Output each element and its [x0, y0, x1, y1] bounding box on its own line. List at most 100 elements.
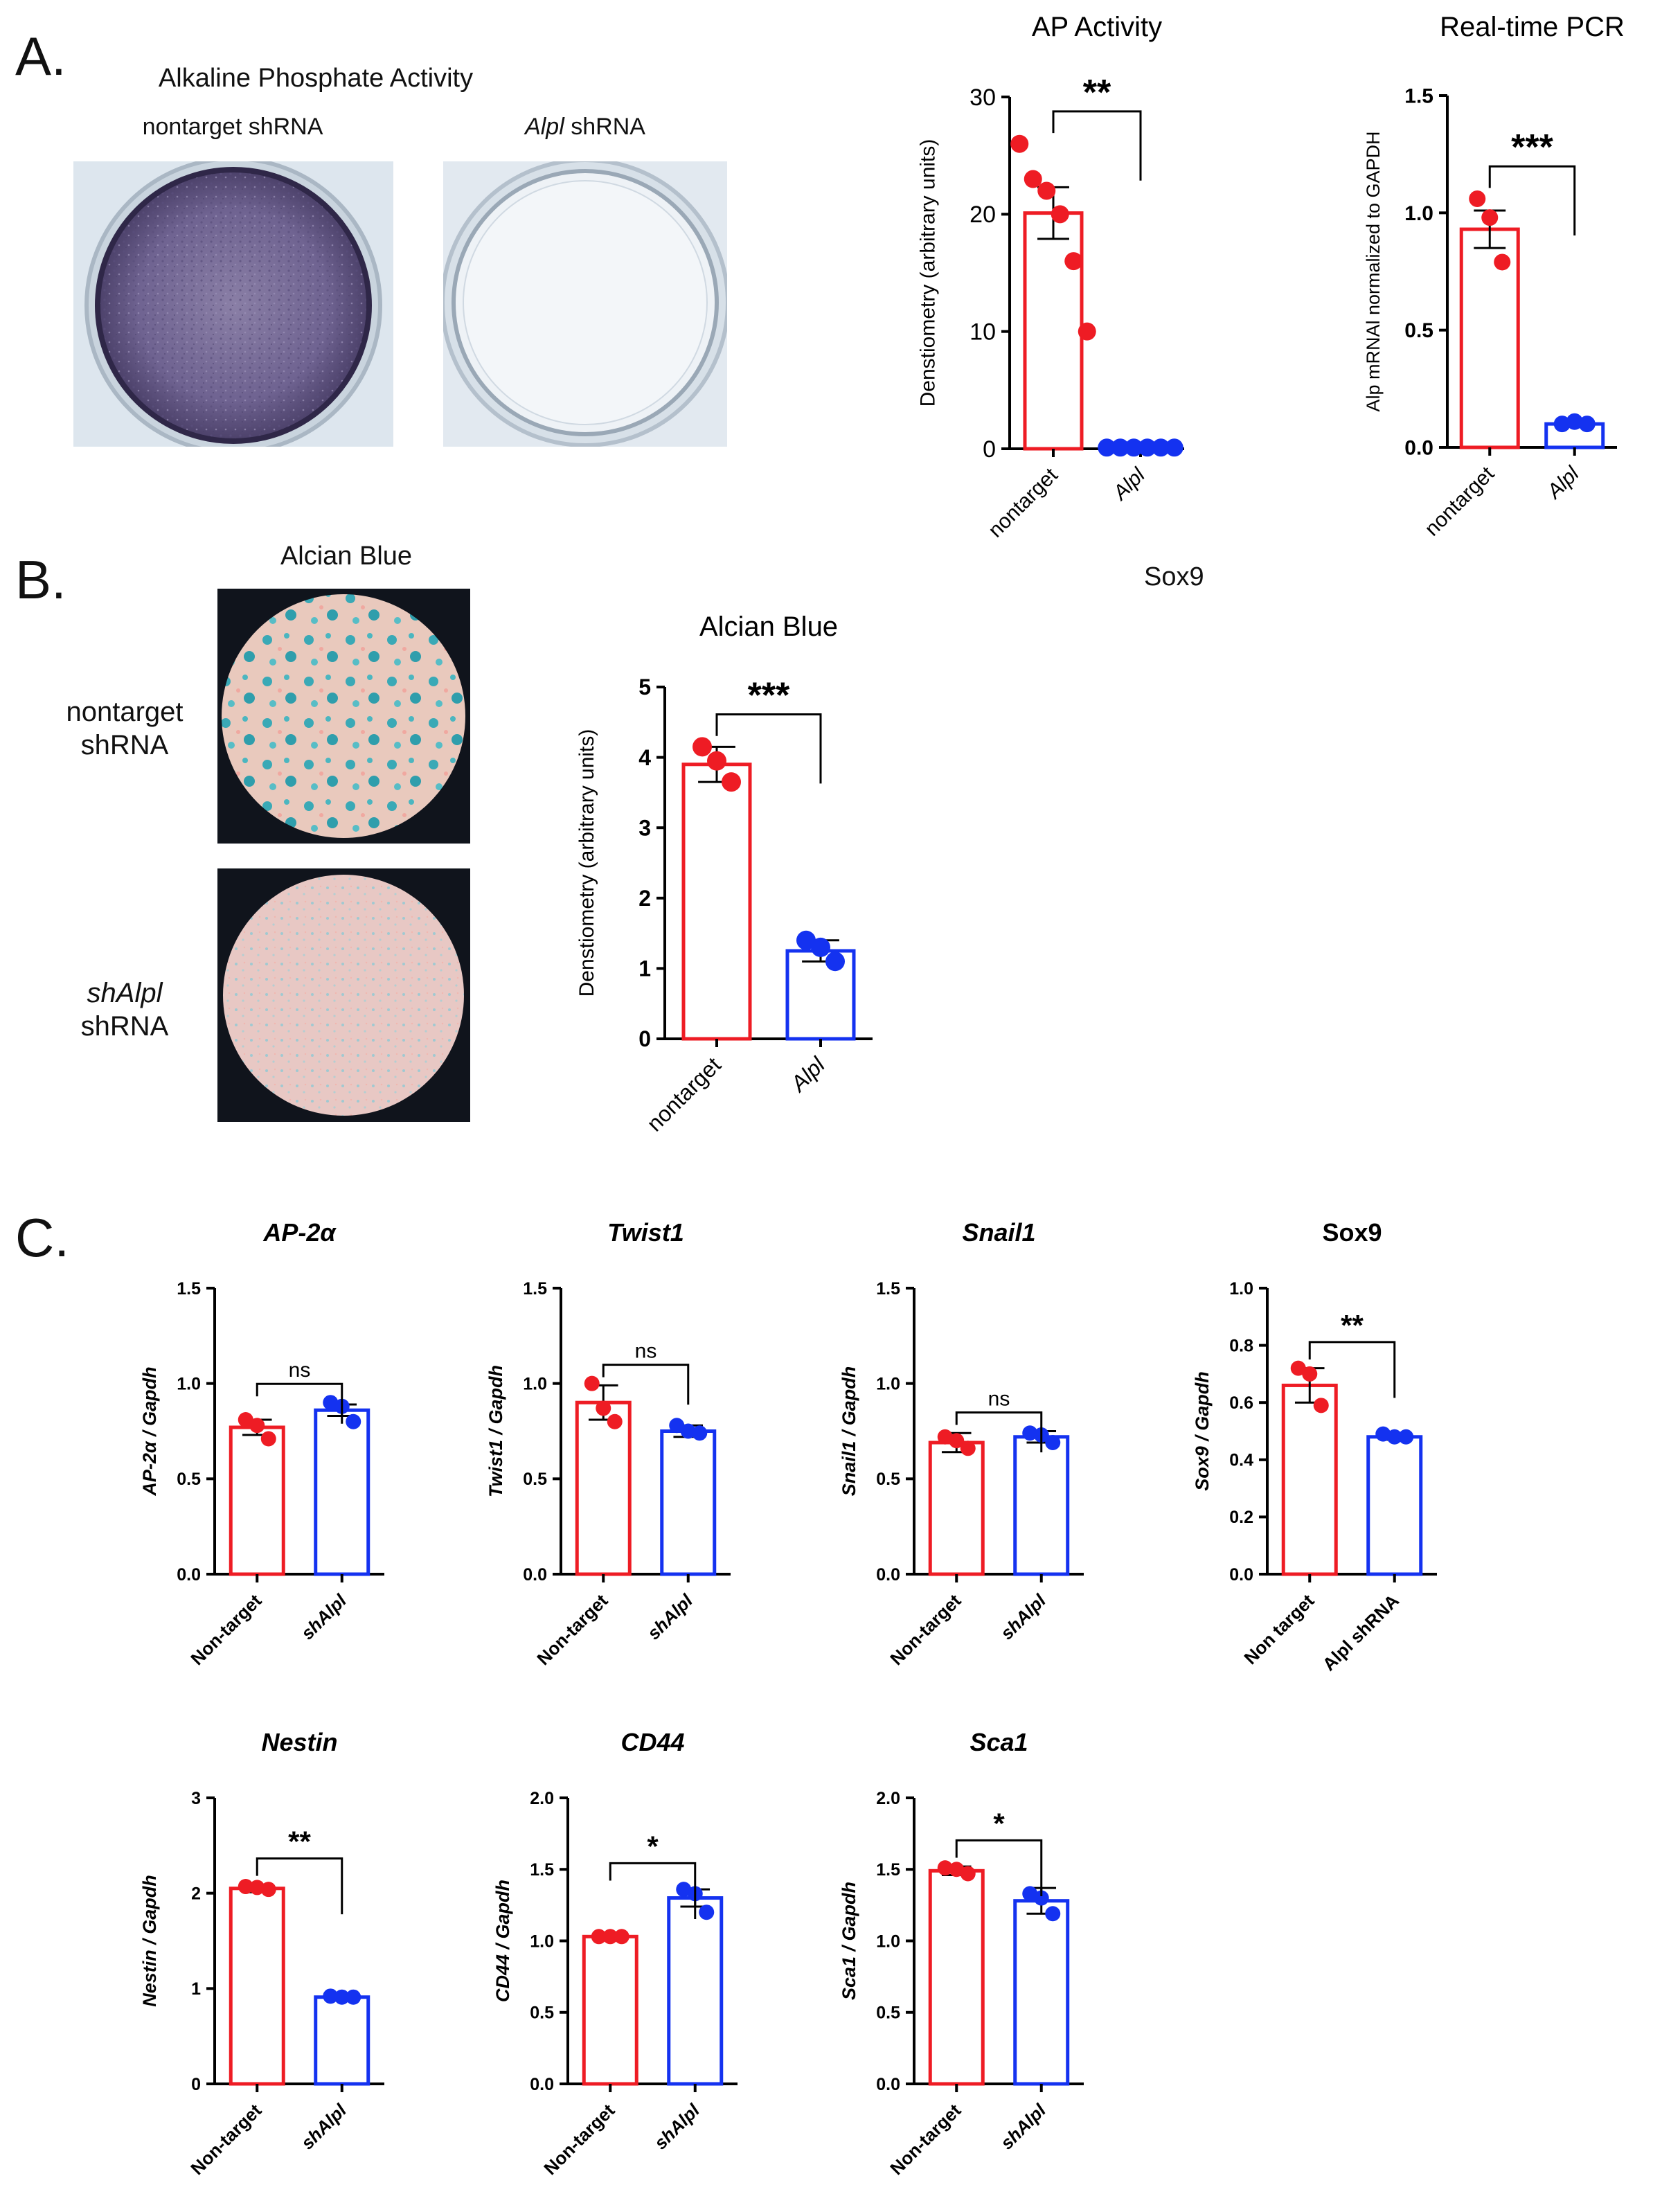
chart-title: Nestin	[261, 1728, 337, 1756]
data-point	[1045, 1435, 1061, 1451]
bar	[1366, 1435, 1423, 1576]
ap-activity-chart: AP Activity Denstiometry (arbitrary units…	[917, 12, 1184, 542]
chart-title: Sox9	[1322, 1218, 1382, 1247]
x-category-label: shAlpl	[297, 1589, 351, 1643]
ap-well-nontarget-photo	[73, 161, 393, 447]
data-point	[1553, 416, 1571, 433]
data-point	[1024, 170, 1042, 188]
data-point	[1045, 1906, 1061, 1922]
x-category-label: nontarget	[984, 463, 1062, 542]
y-tick-label: 1.5	[876, 1279, 900, 1299]
bar	[575, 1400, 632, 1576]
data-point	[1398, 1429, 1414, 1445]
significance-bracket	[1308, 1341, 1396, 1398]
bar	[681, 762, 752, 1041]
data-point	[1078, 322, 1096, 341]
alcian-alpl-label: shAlpl shRNA	[42, 976, 208, 1043]
data-point	[1125, 438, 1143, 457]
x-category-label: Non-target	[886, 1590, 965, 1669]
data-point	[260, 1882, 276, 1898]
y-tick-label: 20	[969, 202, 996, 228]
ap-well-alpl-photo	[443, 161, 727, 447]
y-axis-label: CD44 / Gapdh	[492, 1880, 513, 2002]
data-point	[1566, 413, 1583, 430]
y-axis-label: Sox9 / Gapdh	[1192, 1371, 1213, 1491]
bar	[928, 1441, 985, 1576]
y-tick-label: 2.0	[530, 1789, 554, 1808]
data-point	[591, 1929, 607, 1945]
chart-title: Real-time PCR	[1440, 12, 1625, 42]
ap2a-chart: AP-2α AP-2α / Gapdh 0.0 0.5 1.0 1.5 Non-target…	[139, 1218, 384, 1669]
data-point	[1111, 438, 1129, 457]
y-tick-label: 1.5	[177, 1279, 201, 1299]
bar	[928, 1868, 985, 2086]
data-point	[1386, 1429, 1402, 1445]
panel-c-label: C.	[15, 1207, 69, 1268]
significance-bracket	[1488, 165, 1576, 236]
data-point	[249, 1880, 265, 1896]
y-tick-label: 1.5	[530, 1860, 554, 1880]
y-axis-label: Alp mRNAl normalized to GAPDH	[1363, 131, 1384, 411]
data-point	[1010, 134, 1029, 153]
data-point	[949, 1862, 965, 1877]
sca1-chart: Sca1 Sca1 / Gapdh 0.0 0.5 1.0 1.5 2.0 Non-targe…	[839, 1728, 1084, 2179]
x-category-label: shAlpl	[997, 2099, 1051, 2153]
ap-photo-title: Alkaline Phosphate Activity	[158, 64, 474, 93]
data-point	[937, 1429, 953, 1445]
x-category-label: shAlpl	[297, 2099, 351, 2153]
y-tick-label: 0.0	[876, 2075, 900, 2094]
y-tick-label: 0.6	[1229, 1393, 1253, 1413]
data-point	[249, 1418, 265, 1434]
y-tick-label: 0.5	[177, 1470, 201, 1489]
significance-label: **	[288, 1825, 311, 1857]
bar	[229, 1887, 285, 2086]
alcian-alpl-label-line1: shAlpl	[87, 978, 163, 1008]
chart-title: Twist1	[607, 1218, 684, 1247]
data-point	[825, 952, 845, 972]
significance-label: **	[1083, 73, 1111, 113]
alcian-photo-nontarget	[217, 589, 470, 844]
data-point	[584, 1375, 600, 1391]
significance-label: ns	[289, 1359, 311, 1382]
y-tick-label: 2	[191, 1884, 201, 1903]
ap-photo-right-suffix: shRNA	[564, 114, 645, 140]
data-point	[960, 1441, 976, 1456]
x-category-label: nontarget	[642, 1052, 726, 1136]
y-tick-label: 1	[638, 956, 651, 981]
data-point	[1064, 252, 1083, 271]
panel-b-label: B.	[15, 549, 66, 610]
data-point	[607, 1413, 623, 1429]
y-axis-label: Sca1 / Gapdh	[839, 1882, 859, 2000]
y-tick-label: 0.0	[177, 1565, 201, 1585]
bar	[1281, 1383, 1338, 1576]
data-point	[346, 1989, 361, 2005]
y-tick-label: 1.0	[1229, 1279, 1253, 1299]
x-category-label: Non-target	[539, 2100, 618, 2179]
bar	[314, 1995, 370, 2086]
x-category-label: Non-target	[186, 1590, 265, 1669]
nestin-chart: Nestin Nestin / Gapdh 0 1 2 3 Non-target shAlpl…	[139, 1728, 384, 2179]
y-tick-label: 1	[191, 1979, 201, 1999]
twist1-chart: Twist1 Twist1 / Gapdh 0.0 0.5 1.0 1.5 Non-targ…	[485, 1218, 731, 1669]
significance-bracket	[715, 713, 822, 784]
sox9-chart: Sox9 Sox9 / Gapdh 0.0 0.2 0.4 0.6 0.8 1.0 Non ta…	[1192, 1218, 1437, 1675]
data-point	[722, 772, 741, 792]
significance-bracket	[955, 1839, 1043, 1896]
significance-bracket	[256, 1382, 343, 1424]
y-tick-label: 4	[638, 745, 651, 770]
data-point	[334, 1989, 350, 2005]
y-tick-label: 1.0	[876, 1374, 900, 1393]
y-axis-label: Denstiometry (arbitrary units)	[575, 729, 598, 997]
data-point	[1138, 438, 1156, 457]
data-point	[707, 751, 726, 771]
y-tick-label: 0.4	[1229, 1451, 1253, 1470]
data-point	[1302, 1366, 1318, 1382]
data-point	[960, 1866, 976, 1882]
realtime-pcr-chart: Real-time PCR Alp mRNAl normalized to GAP…	[1363, 12, 1625, 541]
significance-label: ns	[988, 1388, 1010, 1411]
alcian-nontarget-label-line1: nontarget	[66, 697, 184, 727]
bar	[1013, 1899, 1070, 2086]
y-tick-label: 1.5	[1404, 85, 1433, 108]
significance-label: **	[1341, 1309, 1364, 1341]
significance-bracket	[1052, 110, 1142, 181]
